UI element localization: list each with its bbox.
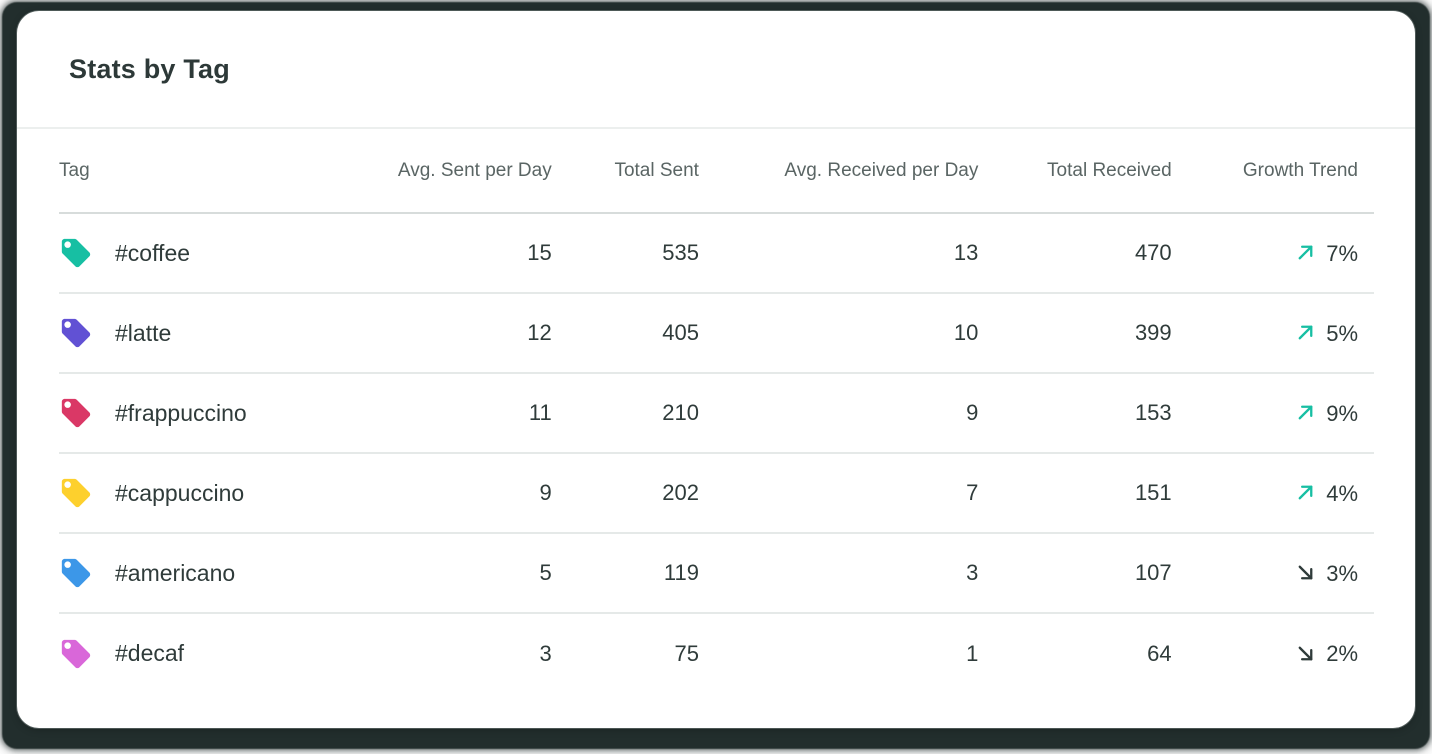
total-received-value: 399 xyxy=(978,293,1172,374)
tag-icon xyxy=(59,476,93,510)
table-row: #americano 5 119 3 107 3% xyxy=(59,533,1374,614)
trend-value: 7% xyxy=(1326,240,1358,266)
avg-received-value: 9 xyxy=(698,373,979,454)
table-row: #cappuccino 9 202 7 151 4% xyxy=(59,453,1374,534)
column-header-avg-received: Avg. Received per Day xyxy=(698,129,979,214)
trend-arrow-icon xyxy=(1294,481,1317,504)
total-sent-value: 405 xyxy=(551,293,699,374)
arrow-down-right-icon xyxy=(1298,565,1313,580)
total-sent-value: 75 xyxy=(674,640,699,666)
trend-value: 4% xyxy=(1326,480,1358,506)
avg-received-value: 7 xyxy=(698,453,979,534)
stats-table: Tag Avg. Sent per Day Total Sent Avg. Re… xyxy=(59,129,1374,693)
total-received-value: 64 xyxy=(1147,640,1172,666)
avg-received-value: 13 xyxy=(698,213,979,294)
header-row: Tag Avg. Sent per Day Total Sent Avg. Re… xyxy=(59,129,1374,214)
trend-arrow-icon xyxy=(1294,401,1317,424)
tag-icon xyxy=(59,556,93,590)
arrow-down-right-icon xyxy=(1298,646,1313,660)
tag-icon xyxy=(59,236,93,270)
stats-card: Stats by Tag Tag Avg. Sent per Day Total… xyxy=(17,11,1415,728)
total-sent-value: 535 xyxy=(551,213,699,294)
trend-arrow-icon xyxy=(1294,642,1317,665)
arrow-up-right-icon xyxy=(1298,325,1313,340)
avg-sent-value: 11 xyxy=(375,373,552,454)
avg-sent-value: 5 xyxy=(375,533,552,614)
total-sent-value: 210 xyxy=(551,373,699,454)
tag-name: #latte xyxy=(115,319,172,346)
trend-arrow-icon xyxy=(1294,561,1317,584)
avg-received-value: 3 xyxy=(698,533,979,614)
trend-arrow-icon xyxy=(1294,241,1317,264)
avg-sent-value: 15 xyxy=(375,213,552,294)
avg-received-value: 10 xyxy=(698,293,979,374)
tag-name: #coffee xyxy=(115,239,191,266)
card-header: Stats by Tag xyxy=(17,11,1415,129)
trend-value: 3% xyxy=(1326,560,1358,586)
total-received-value: 151 xyxy=(978,453,1172,534)
trend-value: 2% xyxy=(1326,641,1358,667)
arrow-up-right-icon xyxy=(1298,485,1313,500)
column-header-total-received: Total Received xyxy=(978,129,1172,214)
column-header-growth-trend: Growth Trend xyxy=(1171,129,1374,214)
table-row: #coffee 15 535 13 470 7% xyxy=(59,213,1374,294)
avg-sent-value: 12 xyxy=(375,293,552,374)
tag-icon xyxy=(59,637,93,671)
arrow-up-right-icon xyxy=(1298,245,1313,260)
tag-name: #decaf xyxy=(115,640,185,666)
arrow-up-right-icon xyxy=(1298,405,1313,420)
table-row: #frappuccino 11 210 9 153 9% xyxy=(59,373,1374,454)
total-received-value: 107 xyxy=(978,533,1172,614)
tag-icon xyxy=(59,396,93,430)
tag-name: #americano xyxy=(115,559,236,586)
column-header-total-sent: Total Sent xyxy=(551,129,699,214)
column-header-avg-sent: Avg. Sent per Day xyxy=(375,129,552,214)
avg-sent-value: 9 xyxy=(375,453,552,534)
total-sent-value: 202 xyxy=(551,453,699,534)
trend-value: 9% xyxy=(1326,400,1358,426)
trend-value: 5% xyxy=(1326,320,1358,346)
avg-sent-value: 3 xyxy=(539,640,552,666)
table-row: #latte 12 405 10 399 5% xyxy=(59,293,1374,374)
total-sent-value: 119 xyxy=(551,533,699,614)
tag-name: #frappuccino xyxy=(115,399,247,426)
stats-table-wrap: Tag Avg. Sent per Day Total Sent Avg. Re… xyxy=(17,129,1415,693)
table-row: #decaf 3 75 1 64 2% xyxy=(59,613,1374,693)
column-header-tag: Tag xyxy=(59,129,376,214)
tag-name: #cappuccino xyxy=(115,479,245,506)
avg-received-value: 1 xyxy=(966,640,979,666)
tag-icon xyxy=(59,316,93,350)
trend-arrow-icon xyxy=(1294,321,1317,344)
card-title: Stats by Tag xyxy=(69,53,230,84)
total-received-value: 470 xyxy=(978,213,1172,294)
total-received-value: 153 xyxy=(978,373,1172,454)
